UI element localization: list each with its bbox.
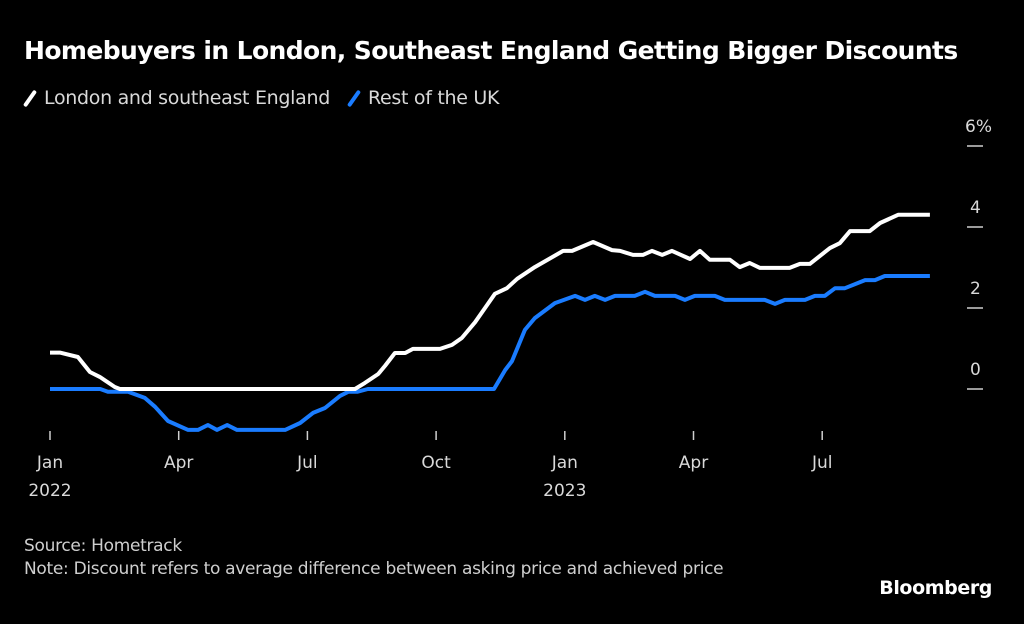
legend-label-london: London and southeast England <box>44 87 330 109</box>
note-text: Note: Discount refers to average differe… <box>24 559 724 579</box>
x-tick-label: Jul <box>296 453 318 473</box>
legend-item-london: London and southeast England <box>22 87 330 109</box>
y-tick-label: 6% <box>965 117 992 137</box>
series-line-london-southeast <box>50 212 930 391</box>
x-tick-label: Jan <box>36 453 63 473</box>
y-tick-label: 2 <box>970 279 981 299</box>
legend-label-rest-of-uk: Rest of the UK <box>367 87 500 109</box>
y-axis: 0 2 4 6% <box>965 117 992 390</box>
bloomberg-logo: Bloomberg <box>879 577 992 599</box>
x-tick-label: Oct <box>421 453 451 473</box>
y-tick-label: 0 <box>970 360 981 380</box>
x-tick-label: Jul <box>811 453 833 473</box>
x-axis: Jan 2022 Apr Jul Oct Jan 2023 Apr Jul <box>28 431 832 501</box>
series-line-rest-of-uk <box>50 274 930 432</box>
footer: Source: Hometrack Note: Discount refers … <box>24 535 784 581</box>
legend: London and southeast England Rest of the… <box>22 87 517 109</box>
source-text: Source: Hometrack <box>24 536 182 556</box>
chart-title: Homebuyers in London, Southeast England … <box>24 36 958 65</box>
series-group <box>50 212 930 432</box>
y-tick-label: 4 <box>970 198 981 218</box>
x-tick-label: Apr <box>679 453 708 473</box>
x-tick-label: Apr <box>164 453 193 473</box>
x-tick-label: Jan <box>551 453 578 473</box>
x-tick-year-label: 2023 <box>543 481 586 501</box>
legend-item-rest-of-uk: Rest of the UK <box>346 87 500 109</box>
x-tick-year-label: 2022 <box>28 481 71 501</box>
